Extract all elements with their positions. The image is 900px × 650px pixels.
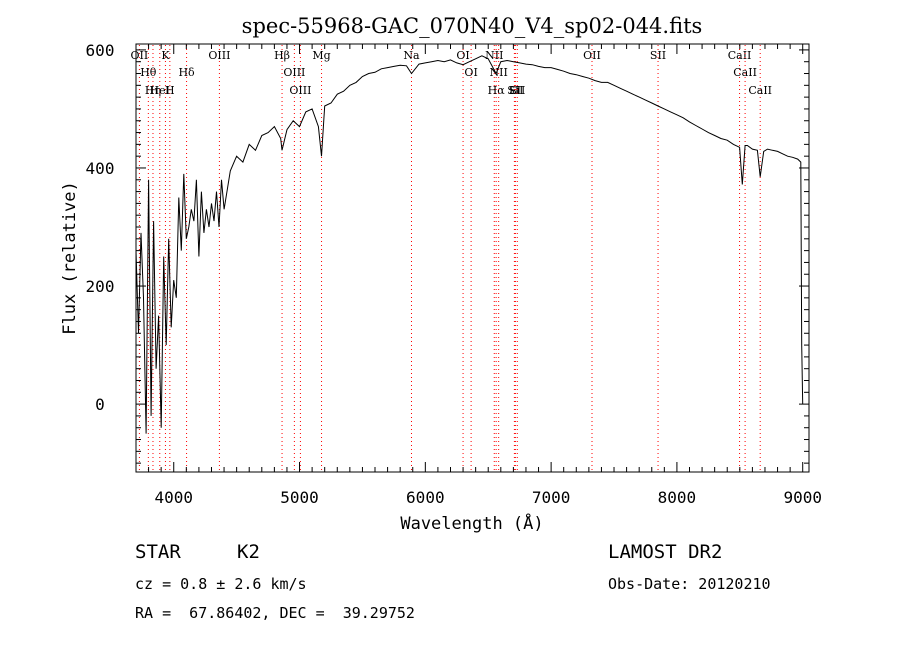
axis-tick-labels: 4000 5000 6000 7000 8000 9000 0 200 400 600	[86, 41, 822, 507]
redshift-value: cz = 0.8 ± 2.6 km/s	[135, 575, 307, 593]
line-marker-label: OII	[131, 49, 149, 62]
x-tick-label: 4000	[154, 488, 193, 507]
coordinates: RA = 67.86402, DEC = 39.29752	[135, 604, 415, 622]
line-marker-label: HeI	[150, 84, 170, 97]
line-marker-label: SII	[509, 84, 525, 97]
survey-name: LAMOST DR2	[608, 541, 723, 563]
axis-ticks	[135, 44, 809, 472]
line-marker-label: OIII	[208, 49, 230, 62]
line-marker-label: Li	[509, 84, 520, 97]
chart-title: spec-55968-GAC_070N40_V4_sp02-044.fits	[242, 14, 703, 38]
object-subclass: K2	[237, 541, 260, 563]
x-tick-label: 7000	[532, 488, 571, 507]
line-marker-label: OI	[456, 49, 469, 62]
line-marker-label: Na	[403, 49, 420, 62]
x-tick-label: 6000	[406, 488, 445, 507]
line-marker-label: OIII	[289, 84, 311, 97]
line-marker-label: OIII	[283, 66, 305, 79]
line-marker-label: K	[161, 49, 170, 62]
line-marker-label: Hθ	[140, 66, 157, 79]
x-tick-label: 9000	[783, 488, 822, 507]
line-marker-label: Hβ	[274, 49, 290, 62]
line-marker-label: OI	[464, 66, 477, 79]
spectrum-line	[135, 55, 804, 434]
y-tick-label: 400	[86, 159, 115, 178]
line-marker-label: SII	[650, 49, 666, 62]
observation-date: Obs-Date: 20120210	[608, 575, 771, 593]
line-marker-label: CaII	[748, 84, 772, 97]
line-marker-label: CaII	[733, 66, 757, 79]
line-marker-label: NII	[485, 49, 503, 62]
line-marker-label: Hδ	[178, 66, 195, 79]
plot-frame	[135, 43, 810, 473]
line-marker-label: H	[165, 84, 175, 97]
x-axis-label: Wavelength (Å)	[400, 512, 543, 534]
line-marker-label: OII	[583, 49, 601, 62]
line-marker-label: Mg	[312, 49, 330, 62]
y-axis-label: Flux (relative)	[60, 181, 80, 335]
y-tick-label: 200	[86, 277, 115, 296]
line-marker-label: Hα	[488, 84, 506, 97]
x-tick-label: 5000	[280, 488, 319, 507]
object-class: STAR	[135, 541, 181, 563]
line-marker-label: Hη	[145, 84, 161, 97]
x-tick-label: 8000	[658, 488, 697, 507]
y-tick-label: 600	[86, 41, 115, 60]
y-tick-label: 0	[95, 395, 105, 414]
line-marker-label: CaII	[728, 49, 752, 62]
line-marker-label: SII	[507, 84, 523, 97]
